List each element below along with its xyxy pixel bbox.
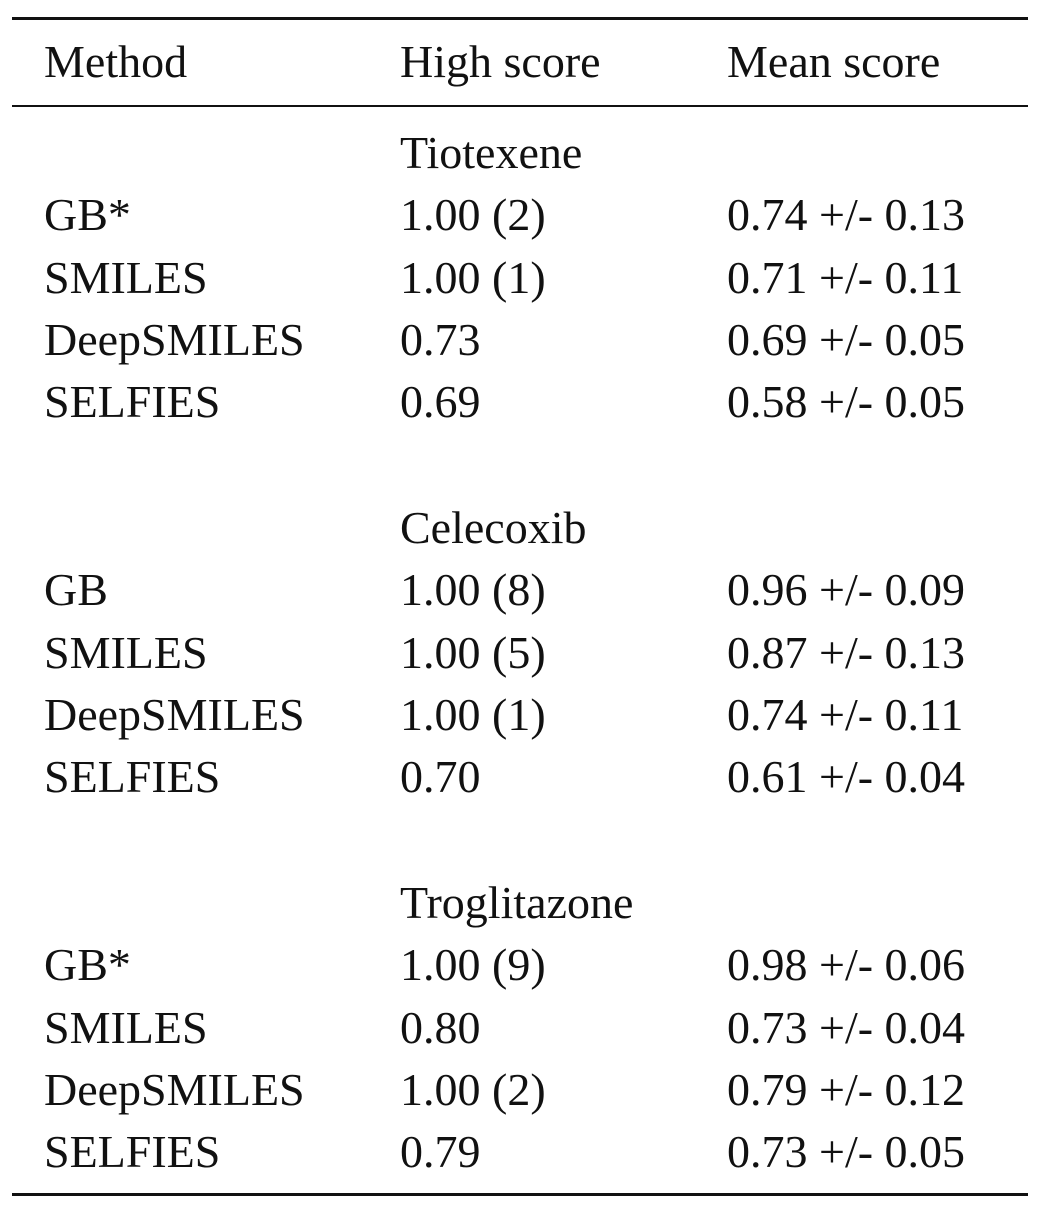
cell: GB xyxy=(44,564,108,616)
cell: 1.00 (2) xyxy=(400,1063,546,1115)
cell: DeepSMILES xyxy=(44,313,305,365)
cell: 0.73 xyxy=(400,313,481,365)
cell: 0.87 +/- 0.13 xyxy=(727,626,966,678)
cell: DeepSMILES xyxy=(44,688,305,740)
cell: GB* xyxy=(44,939,131,991)
cell: 1.00 (1) xyxy=(400,251,546,303)
cell: 0.69 +/- 0.05 xyxy=(727,313,966,365)
group-title: Tiotexene xyxy=(400,127,583,178)
cell: 1.00 (1) xyxy=(400,688,546,740)
cell: SMILES xyxy=(44,626,208,678)
cell: 1.00 (8) xyxy=(400,564,546,616)
group-title: Troglitazone xyxy=(400,877,634,928)
cell: 1.00 (2) xyxy=(400,189,546,241)
cell: GB* xyxy=(44,189,131,241)
cell: 1.00 (9) xyxy=(400,939,546,991)
header-cell: Mean score xyxy=(727,36,941,87)
cell: 0.70 xyxy=(400,751,481,803)
cell: 0.79 +/- 0.12 xyxy=(727,1063,966,1115)
cell: SMILES xyxy=(44,1001,208,1053)
cell: 0.96 +/- 0.09 xyxy=(727,564,966,616)
cell: DeepSMILES xyxy=(44,1063,305,1115)
cell: 0.58 +/- 0.05 xyxy=(727,376,966,428)
cell: SELFIES xyxy=(44,1126,221,1178)
cell: 0.69 xyxy=(400,376,481,428)
cell: SELFIES xyxy=(44,376,221,428)
cell: 1.00 (5) xyxy=(400,626,546,678)
bottom-rule xyxy=(12,1193,1028,1196)
header-rule xyxy=(12,105,1028,107)
cell: 0.74 +/- 0.11 xyxy=(727,688,964,740)
cell: 0.73 +/- 0.04 xyxy=(727,1001,966,1053)
cell: SMILES xyxy=(44,251,208,303)
cell: 0.79 xyxy=(400,1126,481,1178)
top-rule xyxy=(12,17,1028,20)
cell: SELFIES xyxy=(44,751,221,803)
header-cell: High score xyxy=(400,36,601,87)
cell: 0.98 +/- 0.06 xyxy=(727,939,966,991)
cell: 0.61 +/- 0.04 xyxy=(727,751,966,803)
header-cell: Method xyxy=(44,36,188,87)
cell: 0.73 +/- 0.05 xyxy=(727,1126,966,1178)
cell: 0.74 +/- 0.13 xyxy=(727,189,966,241)
group-title: Celecoxib xyxy=(400,502,587,553)
cell: 0.71 +/- 0.11 xyxy=(727,251,964,303)
cell: 0.80 xyxy=(400,1001,481,1053)
